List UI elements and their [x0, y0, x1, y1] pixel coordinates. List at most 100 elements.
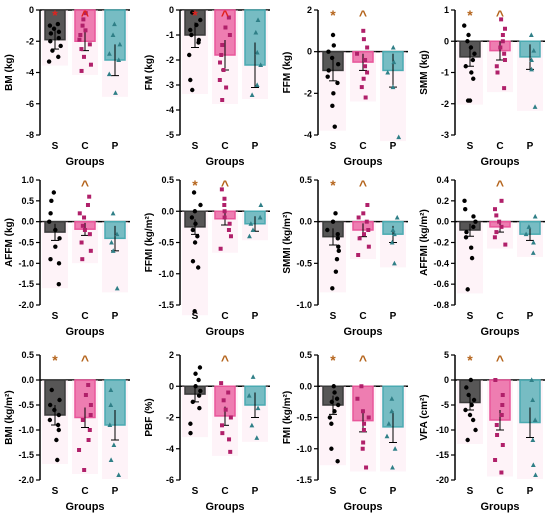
x-category-label: C [221, 486, 228, 497]
point-S [471, 397, 477, 403]
point-S [57, 397, 62, 403]
point-S [188, 430, 193, 436]
point-S [190, 399, 196, 405]
point-S [188, 27, 193, 33]
point-C [356, 215, 361, 220]
y-tick-label: -4 [166, 105, 174, 115]
x-axis-title: Groups [343, 501, 382, 513]
y-tick-label: -4 [304, 130, 312, 140]
point-C [87, 428, 92, 432]
point-S [331, 91, 336, 96]
x-category-label: C [496, 486, 503, 497]
point-S [469, 255, 475, 261]
point-C [361, 76, 366, 81]
y-tick-label: -1.0 [158, 269, 174, 279]
point-S [51, 190, 57, 195]
point-P [110, 248, 116, 253]
y-tick-label: -1 [441, 68, 449, 78]
point-S [190, 259, 196, 264]
point-C [500, 39, 505, 44]
point-P [255, 17, 261, 22]
y-tick-label: 5 [444, 350, 449, 360]
point-P [389, 396, 395, 401]
point-C [364, 465, 369, 470]
point-S [336, 244, 341, 249]
point-C [500, 443, 505, 447]
x-category-label: C [496, 141, 503, 152]
point-S [326, 68, 331, 73]
point-S [331, 384, 336, 389]
y-tick-label: 0.5 [21, 196, 34, 206]
point-P [254, 435, 260, 440]
y-axis-title: SMMI (kg/m²) [282, 211, 293, 273]
chart-panel-2: 0 -1 -2 -3 -4 -5 FM (kg) S C P Groups * ^ [144, 5, 270, 168]
point-C [499, 17, 504, 22]
point-S [195, 234, 200, 239]
point-P [116, 57, 122, 62]
point-C [86, 438, 91, 442]
point-P [533, 472, 538, 477]
point-P [531, 239, 536, 245]
point-C [217, 78, 222, 82]
point-S [48, 31, 54, 36]
point-P [108, 387, 114, 392]
chart-panel-5: 1.0 0.5 0.0 -0.5 -1.0 -1.5 -2.0 AFFM (kg) S C P Gro… [4, 175, 130, 338]
point-C [79, 47, 84, 52]
point-C [355, 396, 360, 401]
point-P [392, 446, 398, 451]
y-tick-label: -1.0 [18, 425, 34, 435]
point-S [188, 421, 193, 426]
y-tick-label: -0.5 [158, 238, 174, 248]
point-S [47, 402, 53, 408]
y-tick-label: -2 [26, 36, 34, 46]
x-category-label: P [112, 141, 119, 152]
y-tick-label: 1.0 [21, 175, 34, 185]
x-axis-title: Groups [480, 326, 519, 338]
x-category-label: C [359, 486, 366, 497]
point-C [364, 219, 369, 224]
y-tick-label: -1.5 [296, 475, 312, 485]
point-S [53, 227, 58, 233]
chart-panel-10: 2 0 -2 -4 -6 PBF (%) S C P Groups ^ [144, 350, 270, 513]
point-S [467, 98, 473, 103]
point-S [56, 412, 62, 418]
point-S [335, 231, 340, 237]
y-tick-label: 0.0 [299, 381, 312, 391]
point-C [219, 423, 224, 428]
point-P [532, 417, 538, 422]
x-category-label: S [192, 311, 199, 322]
significance-marker: * [192, 177, 198, 193]
point-S [331, 43, 336, 48]
point-C [361, 232, 366, 237]
y-tick-label: -1.0 [18, 258, 34, 268]
point-C [222, 196, 227, 201]
point-C [227, 437, 232, 442]
point-C [77, 211, 82, 216]
y-tick-label: 0 [29, 5, 34, 15]
point-C [87, 42, 92, 47]
point-S [335, 80, 340, 86]
point-C [356, 253, 361, 257]
significance-marker: ^ [496, 7, 504, 23]
point-C [494, 64, 499, 69]
y-tick-label: 0.5 [21, 350, 34, 360]
point-P [113, 90, 118, 95]
point-S [193, 221, 198, 226]
point-S [332, 409, 337, 414]
point-P [249, 92, 255, 97]
point-S [330, 219, 336, 224]
significance-marker: ^ [221, 177, 229, 193]
point-C [81, 17, 86, 22]
point-P [107, 422, 113, 427]
y-tick-label: -5 [166, 130, 174, 140]
y-tick-label: -1 [166, 30, 174, 40]
y-tick-label: -0.8 [433, 300, 449, 310]
point-S [57, 236, 62, 241]
point-C [226, 15, 231, 20]
point-S [330, 32, 336, 38]
point-S [56, 427, 61, 433]
point-S [470, 417, 476, 423]
x-category-label: S [192, 486, 199, 497]
y-tick-label: -15 [436, 450, 449, 460]
y-tick-label: 1 [444, 5, 449, 15]
